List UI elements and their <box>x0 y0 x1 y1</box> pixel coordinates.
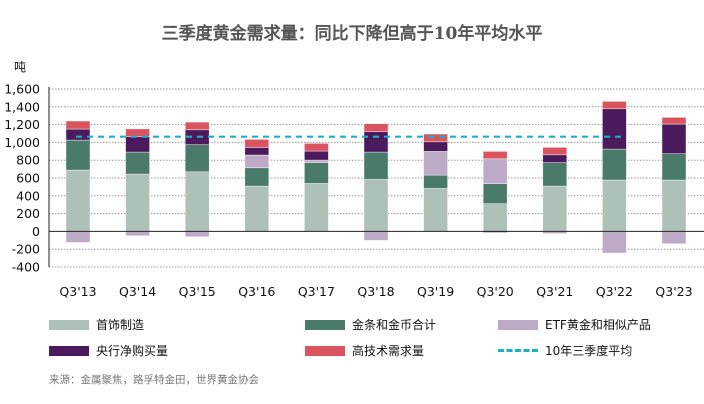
legend-central-banks: 央行净购买量 <box>49 342 168 359</box>
legend-swatch <box>49 319 89 330</box>
bar-segment <box>542 147 568 156</box>
x-tick-label: Q3'15 <box>179 284 216 299</box>
x-tick-label: Q3'21 <box>536 284 573 299</box>
legend-swatch <box>498 319 538 330</box>
bar-segment <box>542 162 568 187</box>
y-tick-label: 0 <box>32 224 40 239</box>
y-tick-label: -200 <box>12 242 40 257</box>
bar-segment <box>244 147 270 156</box>
legend-label: ETF黄金和相似产品 <box>545 318 651 332</box>
legend-bars-coins: 金条和金币合计 <box>305 316 436 333</box>
bar-segment <box>363 123 389 133</box>
x-tick-label: Q3'19 <box>417 284 454 299</box>
bar-segment <box>602 231 627 254</box>
bar-segment <box>363 131 389 153</box>
bar-segment <box>244 154 270 169</box>
x-tick-label: Q3'16 <box>238 284 275 299</box>
bar-segment <box>184 231 210 238</box>
bar-segment <box>482 158 508 184</box>
bar-segment <box>423 174 448 189</box>
bar-segment <box>65 120 91 130</box>
bar-segment <box>244 167 270 187</box>
bar-segment <box>661 179 687 232</box>
bar-segment <box>304 150 329 161</box>
bar-segment <box>423 133 448 143</box>
bar-segment <box>482 183 508 205</box>
bar-segment <box>423 151 448 176</box>
y-tick-label: 1,200 <box>4 117 40 132</box>
bar-segment <box>125 128 150 138</box>
y-axis-unit: 吨 <box>14 60 26 74</box>
bar-segment <box>125 151 150 175</box>
y-tick-label: 600 <box>16 171 40 186</box>
x-tick-label: Q3'13 <box>59 284 96 299</box>
bar-segment <box>661 117 687 125</box>
bar-segment <box>602 148 627 181</box>
legend-swatch <box>305 319 345 330</box>
bar-segment <box>423 188 448 232</box>
bar-segment <box>304 183 329 232</box>
bar-segment <box>602 179 627 232</box>
bar-segment <box>65 231 91 243</box>
y-tick-label: 200 <box>16 206 40 221</box>
legend-label: 高技术需求量 <box>352 344 425 358</box>
bar-segment <box>244 185 270 232</box>
bar-segment <box>363 151 389 180</box>
y-tick-label: 400 <box>16 188 40 203</box>
bar-segment <box>125 136 150 153</box>
bar-segment <box>423 141 448 152</box>
bar-segment <box>304 159 329 163</box>
y-tick-label: 1,600 <box>4 82 40 97</box>
legend-average: 10年三季度平均 <box>498 342 632 359</box>
legend-label: 10年三季度平均 <box>545 344 633 358</box>
bar-segment <box>602 101 627 110</box>
bar-segment <box>482 151 508 160</box>
legend-swatch <box>49 345 89 356</box>
legend-label: 金条和金币合计 <box>352 318 437 332</box>
legend-dash <box>498 349 538 352</box>
legend-swatch <box>305 345 345 356</box>
bar-segment <box>244 139 270 148</box>
chart-plot: 吨 -400 -200 0 200 400 600 800 1,000 1,200 1,400 1,6… <box>4 60 704 299</box>
bar-segment <box>661 231 687 245</box>
x-tick-label: Q3'22 <box>596 284 633 299</box>
y-tick-label: 800 <box>16 153 40 168</box>
bar-segment <box>125 231 150 237</box>
y-tick-label: -400 <box>12 260 40 275</box>
bar-segment <box>542 185 568 232</box>
x-tick-label: Q3'20 <box>477 284 514 299</box>
legend-etf: ETF黄金和相似产品 <box>498 316 651 333</box>
bar-segment <box>184 144 210 173</box>
y-tick-label: 1,400 <box>4 99 40 114</box>
bar-segment <box>482 203 508 232</box>
x-tick-label: Q3'23 <box>655 284 692 299</box>
x-tick-label: Q3'17 <box>298 284 335 299</box>
x-tick-label: Q3'18 <box>357 284 394 299</box>
bar-segment <box>184 121 210 131</box>
bar-segment <box>661 123 687 155</box>
bar-segment <box>602 108 627 150</box>
bar-segment <box>542 154 568 163</box>
bar-segment <box>661 153 687 181</box>
legend-label: 首饰制造 <box>96 318 145 332</box>
bar-segment <box>184 171 210 232</box>
bar-segment <box>125 173 150 232</box>
bar-segment <box>304 143 329 152</box>
bar-segment <box>65 169 91 232</box>
legend-label: 央行净购买量 <box>96 344 169 358</box>
bar-segment <box>363 231 389 241</box>
legend-technology: 高技术需求量 <box>305 342 424 359</box>
y-tick-label: 1,000 <box>4 135 40 150</box>
bar-segment <box>363 179 389 232</box>
x-tick-label: Q3'14 <box>119 284 156 299</box>
bar-segment <box>65 139 91 171</box>
chart-title: 三季度黄金需求量：同比下降但高于10年平均水平 <box>161 24 543 44</box>
source-note: 来源：金属聚焦，路孚特金田，世界黄金协会 <box>49 374 259 386</box>
legend-jewellery: 首饰制造 <box>49 316 144 333</box>
bar-segment <box>304 162 329 184</box>
bar-segment <box>65 128 91 141</box>
